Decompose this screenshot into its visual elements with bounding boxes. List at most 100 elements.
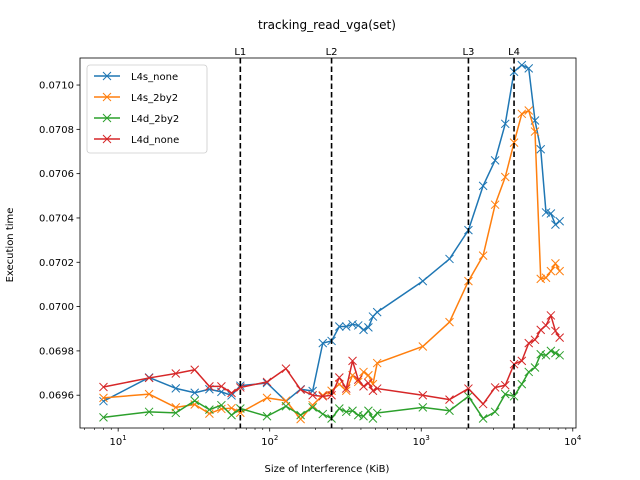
data-point: [318, 409, 328, 419]
data-point: [536, 325, 546, 335]
data-point: [546, 346, 556, 356]
x-tick-label: 102: [261, 434, 278, 448]
data-point: [555, 333, 565, 342]
data-point: [546, 266, 556, 276]
data-point: [144, 373, 154, 383]
data-point: [296, 414, 305, 424]
data-point: [348, 319, 357, 329]
data-point: [348, 406, 357, 416]
legend-marker: [102, 71, 112, 81]
data-point: [524, 338, 534, 348]
series-L4s_2by2: [99, 106, 565, 424]
data-point: [318, 391, 328, 401]
y-tick-label: 0.0698: [39, 346, 74, 357]
legend-item: L4d_2by2: [94, 113, 179, 125]
legend-item: L4s_none: [94, 71, 178, 83]
y-tick-label: 0.0700: [39, 302, 74, 313]
data-point: [509, 138, 519, 147]
data-point: [524, 64, 534, 73]
data-point: [555, 266, 565, 276]
x-tick-label: 103: [413, 434, 430, 448]
data-point: [144, 389, 154, 399]
legend-box: [86, 64, 208, 154]
data-point: [359, 325, 368, 335]
data-point: [327, 390, 336, 400]
data-point: [445, 395, 454, 404]
data-point: [308, 403, 317, 412]
data-point: [536, 349, 546, 359]
y-tick-label: 0.0704: [39, 213, 74, 224]
data-point: [262, 393, 272, 403]
data-point: [368, 414, 378, 423]
data-point: [418, 342, 428, 351]
legend: L4s_none L4s_2by2 L4d_2by2 L4d_none: [86, 64, 208, 154]
y-axis-label: Execution time: [5, 208, 16, 283]
data-point: [500, 389, 510, 399]
data-point: [99, 393, 108, 403]
legend-marker: [102, 113, 112, 123]
vline-label: L3: [462, 47, 474, 58]
data-point: [490, 407, 500, 417]
data-point: [551, 326, 560, 336]
x-tick-exponent: 1: [122, 434, 126, 442]
data-point: [530, 335, 540, 345]
data-point: [372, 384, 382, 393]
data-point: [368, 386, 378, 396]
data-point: [318, 390, 328, 400]
data-point: [551, 348, 560, 358]
data-point: [99, 396, 108, 406]
data-point: [235, 383, 245, 392]
data-point: [500, 172, 510, 182]
series-L4d_2by2: [99, 346, 565, 423]
data-point: [418, 403, 428, 412]
data-point: [190, 396, 200, 406]
data-point: [478, 181, 488, 191]
data-point: [364, 370, 373, 380]
x-tick-exponent: 2: [274, 434, 278, 442]
data-point: [364, 378, 373, 388]
data-point: [364, 323, 373, 332]
vline-label: L2: [326, 47, 338, 58]
data-point: [308, 400, 317, 410]
data-point: [524, 106, 534, 115]
data-point: [217, 381, 226, 391]
data-point: [500, 119, 510, 129]
x-tick-label: 104: [564, 434, 582, 448]
data-point: [262, 411, 272, 421]
data-point: [464, 384, 473, 393]
data-point: [205, 381, 214, 391]
data-point: [341, 386, 351, 396]
legend-marker: [102, 134, 112, 144]
chart-title: tracking_read_vga(set): [258, 18, 396, 32]
data-point: [227, 410, 236, 420]
data-point: [227, 403, 236, 413]
data-point: [524, 367, 534, 377]
data-point: [445, 317, 454, 327]
data-point: [171, 383, 181, 393]
data-point: [464, 391, 473, 401]
legend-marker: [102, 92, 112, 102]
data-point: [541, 273, 551, 283]
x-tick-base: 10: [413, 437, 426, 448]
data-point: [478, 399, 488, 409]
data-point: [359, 381, 368, 391]
data-point: [517, 379, 527, 389]
data-point: [341, 322, 351, 331]
data-point: [555, 350, 565, 360]
x-tick-exponent: 3: [425, 434, 429, 442]
data-point: [418, 390, 428, 400]
x-tick-base: 10: [261, 437, 274, 448]
data-point: [445, 254, 454, 264]
legend-item: L4d_none: [94, 134, 179, 146]
data-point: [296, 410, 305, 420]
y-tick-label: 0.0710: [39, 81, 74, 92]
data-point: [334, 322, 344, 331]
legend-label: L4d_none: [131, 135, 179, 146]
data-point: [541, 321, 551, 330]
data-point: [348, 356, 357, 366]
data-point: [99, 413, 108, 422]
data-point: [372, 358, 382, 368]
x-tick-exponent: 4: [577, 434, 582, 442]
data-point: [551, 220, 560, 229]
